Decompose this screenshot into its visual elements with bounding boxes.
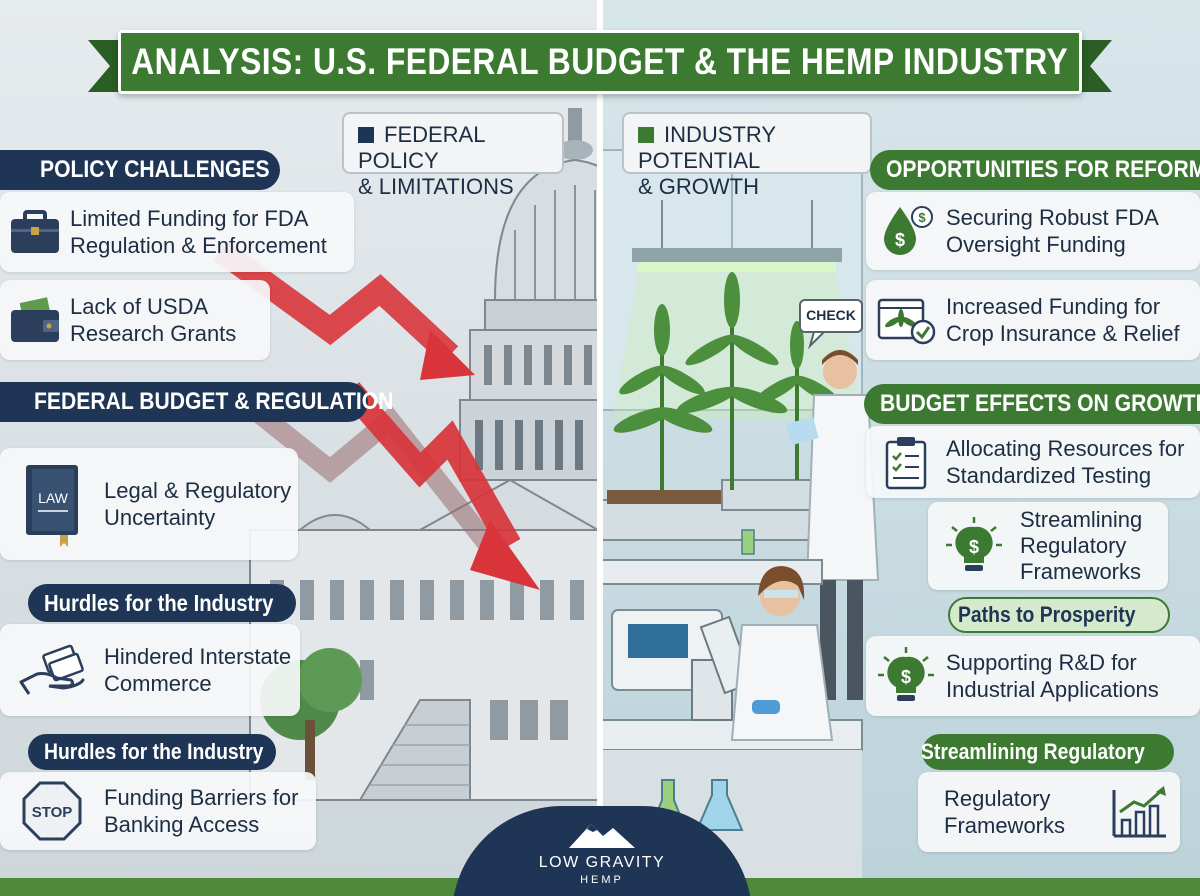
logo-line2: HEMP — [580, 874, 624, 886]
law-book-icon: LAW — [0, 459, 104, 549]
green-square-icon — [638, 127, 654, 143]
hurdles-item-interstate-commerce-text: Hindered Interstate Commerce — [104, 644, 292, 696]
reform-item-crop-insurance-text: Increased Funding for Crop Insurance & R… — [946, 294, 1180, 346]
federal-policy-chip-line1: FEDERAL POLICY — [358, 122, 485, 173]
industry-potential-chip-line2: & GROWTH — [638, 174, 759, 199]
reform-item-fda-oversight: $ $ Securing Robust FDA Oversight Fundin… — [866, 192, 1200, 270]
checklist-icon — [866, 432, 946, 492]
federal-policy-chip-line2: & LIMITATIONS — [358, 174, 514, 199]
logo-line1: LOW GRAVITY — [538, 854, 666, 871]
hurdles-header-1-text: Hurdles for the Industry — [44, 589, 274, 616]
capitol-illustration — [212, 108, 598, 801]
hurdles-item-banking-access: STOP Funding Barriers for Banking Access — [0, 772, 316, 850]
svg-text:$: $ — [901, 667, 911, 687]
hurdles-header-2: Hurdles for the Industry — [28, 734, 276, 770]
opportunities-reform-header: OPPORTUNITIES FOR REFORM — [870, 150, 1200, 190]
industry-potential-chip: INDUSTRY POTENTIAL & GROWTH — [622, 112, 872, 199]
svg-text:$: $ — [895, 230, 905, 250]
law-book-label: LAW — [38, 490, 69, 506]
budget-effects-growth-header: BUDGET EFFECTS ON GROWTH — [864, 384, 1200, 424]
stop-sign-icon: STOP — [0, 781, 104, 841]
prosperity-item-rnd: $ Supporting R&D for Industrial Applicat… — [866, 636, 1200, 716]
dollar-drop-icon: $ $ — [866, 201, 946, 261]
federal-budget-regulation-header: FEDERAL BUDGET & REGULATION — [0, 382, 393, 422]
paths-to-prosperity-header: Paths to Prosperity — [948, 597, 1170, 633]
briefcase-icon — [0, 202, 70, 262]
streamlining-regulatory-header-text: Streamlining Regulatory — [920, 739, 1145, 764]
hurdles-header-2-text: Hurdles for the Industry — [44, 739, 264, 764]
svg-text:$: $ — [969, 537, 979, 557]
growth-item-streamlining-frameworks: $ Streamlining Regulatory Frameworks — [928, 502, 1168, 590]
stop-sign-label: STOP — [32, 804, 73, 821]
streamlining-regulatory-header: Streamlining Regulatory — [920, 734, 1174, 770]
budget-item-legal-uncertainty-text: Legal & Regulatory Uncertainty — [104, 478, 292, 530]
policy-item-usda-grants: Lack of USDA Research Grants — [0, 280, 270, 360]
page-title: ANALYSIS: U.S. FEDERAL BUDGET & THE HEMP… — [118, 30, 1082, 94]
hurdles-header-1: Hurdles for the Industry — [28, 584, 296, 622]
wallet-icon — [0, 290, 70, 350]
lightbulb-dollar-icon: $ — [928, 516, 1020, 576]
lightbulb-dollar-icon: $ — [866, 646, 946, 706]
bar-chart-growth-icon — [1100, 782, 1180, 842]
page-title-text: ANALYSIS: U.S. FEDERAL BUDGET & THE HEMP… — [131, 41, 1069, 82]
hurdles-item-banking-access-text: Funding Barriers for Banking Access — [104, 785, 299, 837]
policy-item-usda-grants-text: Lack of USDA Research Grants — [70, 294, 237, 346]
budget-item-legal-uncertainty: LAW Legal & Regulatory Uncertainty — [0, 448, 298, 560]
policy-item-fda-funding-text: Limited Funding for FDA Regulation & Enf… — [70, 206, 327, 258]
growth-item-standardized-testing: Allocating Resources for Standardized Te… — [866, 426, 1200, 498]
industry-potential-chip-line1: INDUSTRY POTENTIAL — [638, 122, 776, 173]
policy-challenges-header-text: POLICY CHALLENGES — [40, 156, 270, 183]
hand-money-icon — [0, 640, 104, 700]
svg-text:$: $ — [918, 210, 926, 225]
policy-challenges-header: POLICY CHALLENGES — [0, 150, 280, 190]
paths-to-prosperity-header-text: Paths to Prosperity — [958, 602, 1136, 627]
opportunities-reform-header-text: OPPORTUNITIES FOR REFORM — [886, 156, 1200, 183]
lab-illustration — [602, 149, 880, 896]
center-divider — [597, 0, 603, 896]
navy-square-icon — [358, 127, 374, 143]
policy-item-fda-funding: Limited Funding for FDA Regulation & Enf… — [0, 192, 354, 272]
prosperity-item-rnd-text: Supporting R&D for Industrial Applicatio… — [946, 650, 1159, 702]
check-speech-bubble: CHECK — [806, 307, 856, 323]
budget-effects-growth-header-text: BUDGET EFFECTS ON GROWTH — [880, 390, 1200, 417]
mountain-logo-icon — [569, 824, 635, 848]
growth-item-standardized-testing-text: Allocating Resources for Standardized Te… — [946, 436, 1185, 488]
reform-item-crop-insurance: Increased Funding for Crop Insurance & R… — [866, 280, 1200, 360]
streamline-item-frameworks-text: Regulatory Frameworks — [944, 786, 1066, 838]
growth-item-streamlining-frameworks-text: Streamlining Regulatory Frameworks — [1020, 507, 1143, 584]
streamline-item-frameworks: Regulatory Frameworks — [918, 772, 1180, 852]
hurdles-item-interstate-commerce: Hindered Interstate Commerce — [0, 624, 300, 716]
crop-check-icon — [866, 290, 946, 350]
federal-policy-chip: FEDERAL POLICY & LIMITATIONS — [342, 112, 564, 199]
reform-item-fda-oversight-text: Securing Robust FDA Oversight Funding — [946, 205, 1159, 257]
federal-budget-regulation-header-text: FEDERAL BUDGET & REGULATION — [34, 388, 394, 415]
